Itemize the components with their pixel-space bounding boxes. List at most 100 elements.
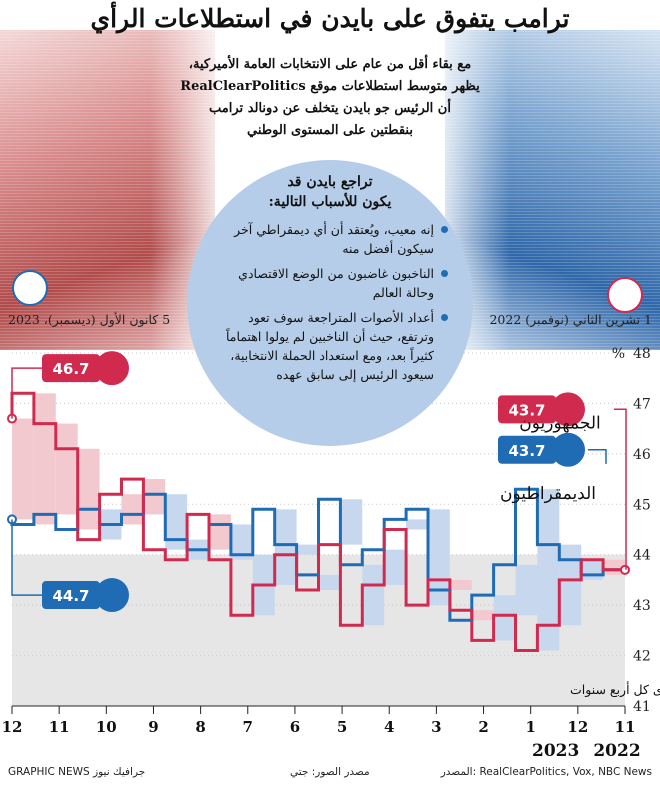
republicans-point [404, 528, 408, 531]
dem-start-badge-box [498, 435, 556, 464]
end-date: 5 كانون الأول (ديسمبر)، 2023 [8, 312, 171, 327]
reasons-list: إنه معيب، ويُعتقد أن أي ديمقراطي آخر سيك… [210, 220, 448, 390]
democrats-point [492, 593, 495, 597]
y-tick-label: 47 [633, 396, 651, 412]
republicans-point [514, 614, 517, 617]
y-tick-label: 43 [633, 598, 651, 614]
reasons-circle [187, 160, 473, 446]
rep-start-connector [614, 408, 627, 570]
gap-fill [12, 418, 34, 520]
x-tick-label: 10 [96, 718, 117, 736]
democrats-point [601, 573, 605, 577]
reasons-title-line: يكون للأسباب التالية: [268, 194, 392, 210]
gap-fill [55, 423, 78, 515]
gap-fill [362, 564, 385, 626]
republicans-point [492, 639, 495, 642]
reason-item: أعداد الأصوات المتراجعة سوف تعود وترتفع،… [210, 308, 448, 384]
x-tick-label: 12 [567, 718, 588, 736]
gap-fill [515, 564, 538, 616]
gap-fill [340, 499, 363, 545]
republicans-point [273, 583, 276, 587]
republicans-point [185, 558, 189, 561]
x-tick-label: 6 [290, 718, 300, 736]
democrats-point [229, 523, 233, 526]
x-tick-label: 12 [2, 718, 23, 736]
democrats-point [273, 508, 276, 511]
rep-start-badge-value: 43.7 [508, 401, 545, 419]
gap-fill [406, 519, 428, 530]
y-tick-label: 42 [633, 649, 651, 665]
gap-fill [471, 610, 494, 621]
dem-start-connector [588, 449, 607, 464]
democrats-point [251, 553, 255, 556]
democrats-point [76, 528, 79, 531]
republicans-point [361, 624, 364, 627]
democrats-point [448, 588, 452, 592]
reasons-title: تراجع بايدن قد يكون للأسباب التالية: [205, 172, 455, 212]
republicans-point [142, 477, 145, 481]
x-tick-label: 7 [243, 718, 253, 736]
democrats-point [120, 523, 123, 526]
democrats-point [207, 548, 211, 551]
gap-fill [296, 544, 319, 555]
republicans-point [317, 588, 320, 592]
republicans-point [339, 543, 342, 546]
source-credit: المصدر: RealClearPolitics, Vox, NBC News [440, 766, 652, 778]
gap-fill [384, 549, 407, 585]
gap-fill [143, 479, 166, 515]
y-tick-label: 45 [633, 497, 651, 513]
democrats-point [142, 513, 145, 516]
gap-fill [581, 559, 604, 580]
republicans-point [448, 578, 452, 582]
dem-end-badge-value: 44.7 [52, 587, 89, 605]
y-tick-label: 41 [633, 699, 651, 715]
republicans-label: الجمهوريون [519, 414, 601, 434]
dem-end-badge-icon [95, 578, 129, 613]
gap-fill [209, 514, 231, 550]
republicans-point [120, 493, 123, 496]
y-tick-label: 46 [633, 447, 651, 463]
republicans-point [207, 513, 211, 516]
democrats-point [164, 493, 167, 496]
reasons-title-line: تراجع بايدن قد [287, 174, 373, 190]
y-tick-label: 44 [633, 548, 651, 564]
republicans-point [164, 548, 167, 551]
intro-text: مع بقاء أقل من عام على الانتخابات العامة… [170, 54, 490, 142]
x-tick-label: 4 [384, 718, 394, 736]
gap-fill [230, 524, 253, 560]
year-label: 2022 [593, 741, 640, 761]
republicans-point [536, 649, 539, 652]
y-tick-label: 48 [633, 346, 651, 362]
democrats-point [382, 548, 386, 551]
democrats-point [295, 543, 298, 546]
gap-fill [493, 595, 516, 641]
democrats-point [514, 563, 517, 566]
democrats-point [32, 523, 36, 526]
intro-line: مع بقاء أقل من عام على الانتخابات العامة… [188, 57, 472, 72]
democrats-point [98, 508, 101, 511]
start-marker [620, 564, 630, 575]
x-tick-label: 11 [49, 718, 70, 736]
gap-fill [77, 448, 100, 530]
gap-fill [449, 579, 472, 591]
gap-fill [165, 494, 188, 550]
democrats-point [426, 508, 430, 511]
donkey-icon [12, 270, 48, 306]
election-note: 5 تشرين الثاني (نوفمبر) 2024: موعد الانت… [570, 681, 660, 698]
x-tick-label: 11 [615, 718, 636, 736]
gap-fill [318, 574, 341, 591]
gap-fill [274, 509, 297, 585]
intro-line: بنقطتين على المستوى الوطني [247, 123, 413, 138]
brand-credit: GRAPHIC NEWS جرافيك نيوز [8, 766, 146, 778]
x-tick-label: 1 [525, 718, 535, 736]
x-tick-label: 9 [148, 718, 158, 736]
photo-credit: مصدر الصور: جتي [290, 766, 370, 778]
democrats-point [580, 558, 583, 561]
x-tick-label: 2 [478, 718, 488, 736]
intro-line: أن الرئيس جو بايدن يتخلف عن دونالد ترامب [209, 101, 451, 116]
intro-line: يظهر متوسط استطلاعات موقع RealClearPolit… [180, 79, 480, 94]
republicans-point [54, 422, 57, 425]
reason-item: إنه معيب، ويُعتقد أن أي ديمقراطي آخر سيك… [210, 220, 448, 258]
republicans-point [470, 608, 473, 612]
